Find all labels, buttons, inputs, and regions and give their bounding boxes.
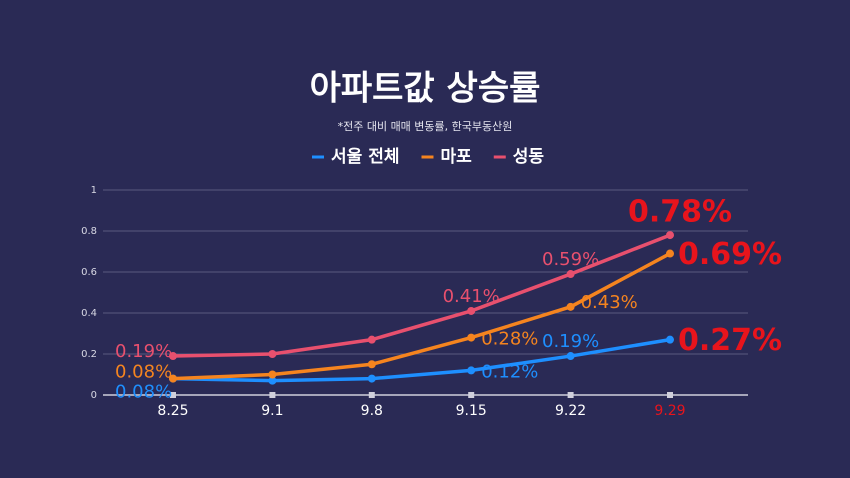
value-label: 0.12% xyxy=(481,361,538,382)
y-tick-label: 0.8 xyxy=(81,226,97,237)
x-tick-mark xyxy=(269,392,276,398)
value-label: 0.08% xyxy=(115,362,172,383)
data-point xyxy=(566,270,575,279)
x-tick-label: 9.29 xyxy=(654,403,685,419)
value-label: 0.41% xyxy=(443,286,500,307)
x-tick-mark xyxy=(170,392,176,398)
x-tick-label: 9.1 xyxy=(261,403,283,419)
value-label: 0.59% xyxy=(542,249,599,270)
chart-subtitle: *전주 대비 매매 변동률, 한국부동산원 xyxy=(338,120,513,133)
y-tick-label: 0 xyxy=(91,390,97,401)
series-line xyxy=(172,252,671,381)
series-line xyxy=(172,233,671,358)
x-tick-label: 8.25 xyxy=(157,403,188,419)
y-tick-label: 1 xyxy=(91,185,97,196)
y-tick-label: 0.2 xyxy=(81,349,97,360)
data-point xyxy=(566,302,575,311)
data-point xyxy=(169,374,177,383)
series-line xyxy=(172,337,671,383)
value-label: 0.69% xyxy=(678,237,782,272)
x-tick-mark xyxy=(368,392,375,398)
x-tick-label: 9.22 xyxy=(555,403,586,419)
data-point xyxy=(367,335,376,344)
value-label: 0.08% xyxy=(115,382,172,403)
value-label: 0.28% xyxy=(481,329,538,350)
y-tick-label: 0.6 xyxy=(81,267,97,278)
value-label: 0.43% xyxy=(581,292,638,313)
y-tick-label: 0.4 xyxy=(81,308,97,319)
data-point xyxy=(566,352,575,361)
data-point xyxy=(268,376,277,385)
data-point xyxy=(467,366,476,375)
chart-title: 아파트값 상승률 xyxy=(310,69,541,109)
x-tick-mark xyxy=(567,392,574,398)
value-label: 0.19% xyxy=(542,331,599,352)
data-point xyxy=(268,350,277,358)
value-label: 0.27% xyxy=(678,323,782,358)
data-point xyxy=(169,352,177,361)
x-tick-mark xyxy=(468,392,475,398)
data-point xyxy=(666,231,674,240)
value-label: 0.19% xyxy=(115,341,172,362)
value-label: 0.78% xyxy=(628,195,732,230)
legend-label: 마포 xyxy=(440,147,472,167)
x-tick-label: 9.8 xyxy=(361,403,383,419)
x-tick-mark xyxy=(667,392,673,398)
data-point xyxy=(666,249,674,258)
data-point xyxy=(367,374,376,383)
legend-label: 서울 전체 xyxy=(331,147,399,167)
x-tick-label: 9.15 xyxy=(456,403,487,419)
data-point xyxy=(367,360,376,369)
legend-label: 성동 xyxy=(513,147,545,167)
data-point xyxy=(467,306,476,315)
data-point xyxy=(268,370,277,379)
data-point xyxy=(467,333,476,342)
data-point xyxy=(666,335,674,344)
